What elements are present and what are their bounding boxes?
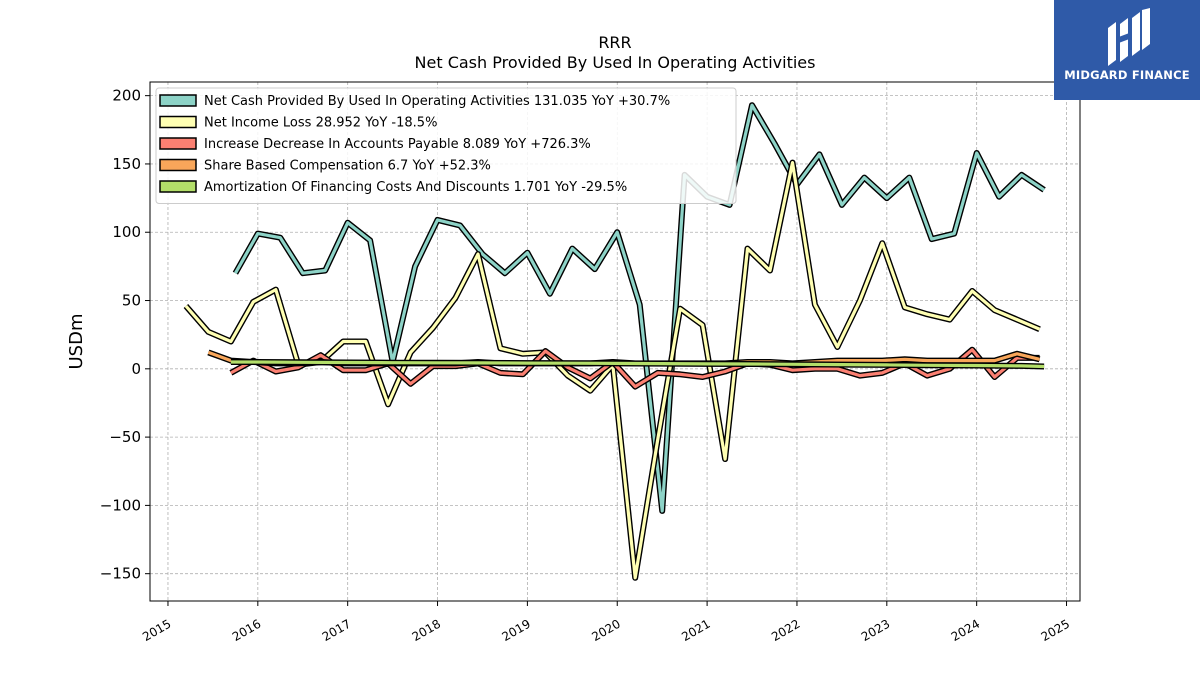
legend-swatch — [159, 137, 197, 150]
legend-item: Net Income Loss 28.952 YoY -18.5% — [159, 115, 437, 131]
series-line — [234, 103, 1045, 513]
x-tick-label: 2022 — [769, 617, 802, 644]
legend-swatch — [159, 115, 197, 129]
plot-frame — [149, 81, 1081, 602]
legend-swatch — [159, 180, 197, 193]
x-tick-label: 2015 — [140, 617, 173, 644]
x-tick-label: 2017 — [320, 617, 353, 644]
y-tick-label: −50 — [109, 428, 141, 446]
y-tick-label: 50 — [122, 292, 141, 310]
legend-item: Share Based Compensation 6.7 YoY +52.3% — [159, 158, 491, 174]
y-tick-label: 0 — [131, 360, 141, 378]
x-tick-label: 2019 — [500, 617, 533, 644]
x-tick-label: 2023 — [859, 617, 892, 644]
legend-label: Share Based Compensation 6.7 YoY +52.3% — [204, 159, 491, 174]
series-group — [183, 102, 1046, 581]
chart-subtitle: Net Cash Provided By Used In Operating A… — [415, 53, 816, 72]
y-tick-label: 200 — [112, 87, 141, 105]
logo-mark-icon — [1108, 8, 1150, 66]
legend-item: Net Cash Provided By Used In Operating A… — [159, 94, 670, 109]
x-tick-label: 2016 — [230, 617, 263, 644]
x-tick-label: 2018 — [410, 617, 443, 644]
logo-text: MIDGARD FINANCE — [1064, 68, 1190, 82]
series-1 — [232, 102, 1046, 514]
x-tick-label: 2021 — [679, 617, 712, 644]
x-tick-label: 2020 — [589, 617, 622, 644]
legend-item: Increase Decrease In Accounts Payable 8.… — [159, 137, 591, 152]
legend-label: Increase Decrease In Accounts Payable 8.… — [204, 137, 591, 152]
y-tick-label: 100 — [112, 223, 141, 241]
y-axis-label: USDm — [66, 314, 87, 370]
legend-item: Amortization Of Financing Costs And Disc… — [159, 180, 627, 195]
x-tick-label: 2025 — [1039, 617, 1072, 644]
y-tick-label: −100 — [100, 496, 141, 514]
legend-box — [155, 87, 737, 204]
chart-title: RRR — [598, 33, 631, 52]
legend-swatch — [159, 158, 197, 172]
legend-swatch — [159, 94, 197, 107]
x-tick-label: 2024 — [949, 617, 982, 644]
y-tick-label: −150 — [100, 565, 141, 583]
legend-label: Net Income Loss 28.952 YoY -18.5% — [204, 116, 437, 131]
y-tick-label: 150 — [112, 155, 141, 173]
series-5 — [230, 359, 1045, 370]
legend-label: Amortization Of Financing Costs And Disc… — [204, 180, 627, 195]
legend-label: Net Cash Provided By Used In Operating A… — [204, 94, 670, 109]
brand-logo: MIDGARD FINANCE — [1054, 0, 1200, 100]
series-line — [230, 360, 1045, 369]
legend: Net Cash Provided By Used In Operating A… — [155, 87, 737, 204]
